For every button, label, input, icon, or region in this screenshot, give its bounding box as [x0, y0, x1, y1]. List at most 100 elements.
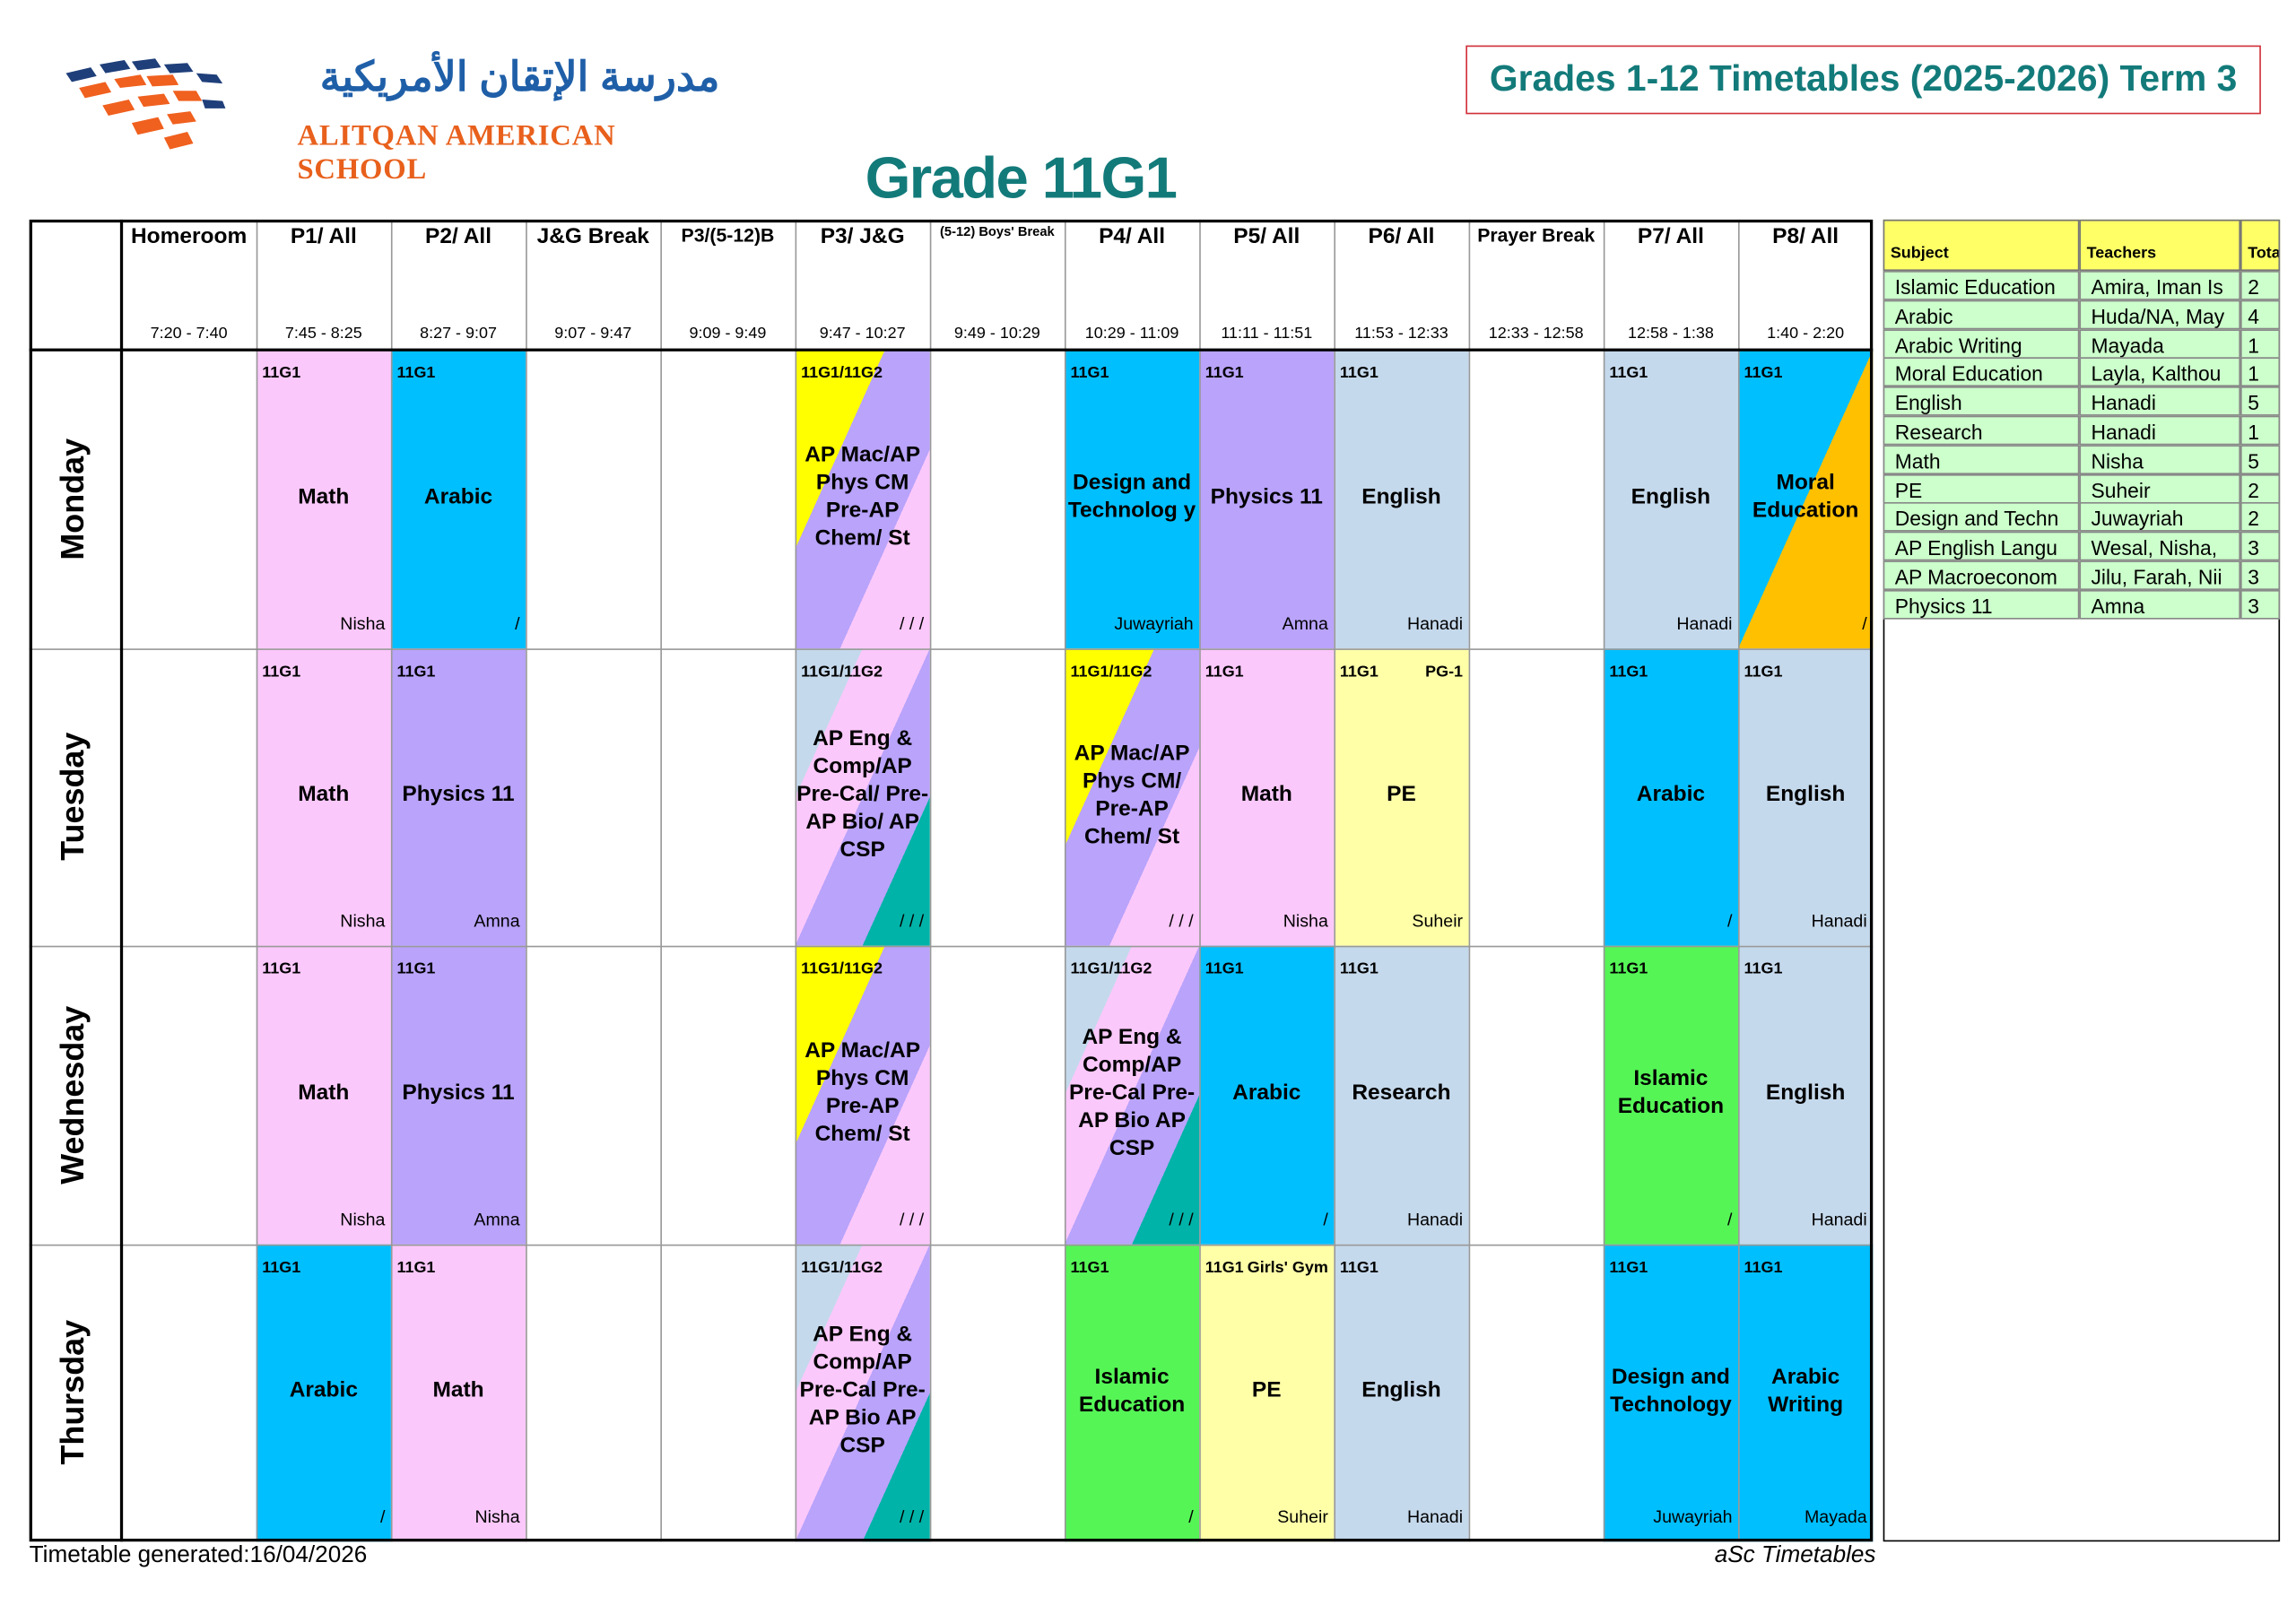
- summary-cell: 2: [2240, 271, 2281, 300]
- lesson-cell: 11G1 Islamic Education /: [1064, 1243, 1200, 1542]
- period-time: 12:33 - 12:58: [1488, 325, 1584, 343]
- summary-cell: Arabic: [1883, 299, 2080, 330]
- lesson-subject: Physics 11: [1210, 483, 1323, 509]
- lesson-cell: 11G1 Moral Education /: [1738, 350, 1874, 648]
- lesson-subject: Moral Education: [1752, 470, 1859, 523]
- lesson-cell: 11G1 English Hanadi: [1738, 647, 1874, 946]
- lesson-cell: 11G1/11G2 AP Mac/AP Phys CM Pre-AP Chem/ …: [795, 350, 930, 648]
- summary-cell: Nisha: [2079, 445, 2241, 474]
- lesson-group: 11G1: [396, 1258, 436, 1276]
- lesson-group: 11G1: [262, 960, 301, 978]
- lesson-cell: 11G1 Islamic Education /: [1603, 945, 1739, 1244]
- summary-cell: 1: [2240, 328, 2281, 359]
- lesson-teacher: / / /: [1169, 1208, 1194, 1229]
- period-time: 9:49 - 10:29: [953, 325, 1040, 343]
- lesson-subject: Math: [298, 1080, 350, 1105]
- summary-cell: Islamic Education: [1883, 271, 2080, 300]
- lesson-teacher: Amna: [474, 910, 520, 932]
- grid-line: [29, 1243, 1874, 1245]
- lesson-cell: 11G1 Arabic /: [1603, 647, 1739, 946]
- grid-line: [795, 219, 797, 1542]
- lesson-subject: Arabic: [1232, 1080, 1301, 1105]
- lesson-group: 11G1: [396, 662, 436, 681]
- lesson-teacher: / / /: [900, 612, 925, 634]
- lesson-subject: PE: [1251, 1377, 1282, 1403]
- summary-cell: 4: [2240, 299, 2281, 330]
- lesson-cell: 11G1/11G2 AP Eng & Comp/AP Pre-Cal Pre-AP…: [1064, 945, 1200, 1244]
- lesson-teacher: Amna: [474, 1208, 520, 1229]
- lesson-group: 11G1/11G2: [801, 364, 883, 383]
- school-name-english: ALITQAN AMERICAN SCHOOL: [297, 119, 616, 187]
- lesson-group: 11G1/11G2: [801, 960, 883, 978]
- grade-title: Grade 11G1: [865, 146, 1178, 212]
- lesson-group: 11G1: [1744, 364, 1783, 383]
- lesson-room: PG-1: [1425, 662, 1464, 681]
- period-time: 8:27 - 9:07: [420, 325, 497, 343]
- summary-cell: Jilu, Farah, Nii: [2079, 560, 2241, 590]
- lesson-cell: 11G1/11G2 AP Mac/AP Phys CM Pre-AP Chem/ …: [795, 945, 930, 1244]
- summary-cell: 2: [2240, 502, 2281, 533]
- lesson-subject: Arabic: [289, 1377, 358, 1403]
- summary-cell: Hanadi: [2079, 415, 2241, 446]
- lesson-subject: AP Mac/AP Phys CM Pre-AP Chem/ St: [804, 442, 921, 551]
- lesson-subject: Arabic Writing: [1768, 1363, 1844, 1417]
- lesson-subject: English: [1765, 1080, 1846, 1105]
- period-name: P5/ All: [1233, 223, 1300, 249]
- lesson-teacher: Juwayriah: [1653, 1506, 1733, 1527]
- lesson-group: 11G1: [262, 1258, 301, 1276]
- lesson-cell: 11G1 English Hanadi: [1334, 350, 1469, 648]
- lesson-group: 11G1/11G2: [801, 1258, 883, 1276]
- lesson-teacher: Hanadi: [1811, 910, 1867, 932]
- lesson-teacher: / / /: [1169, 910, 1194, 932]
- lesson-teacher: Hanadi: [1811, 1208, 1867, 1229]
- lesson-cell: 11G1 Physics 11 Amna: [1199, 350, 1335, 648]
- summary-cell: Hanadi: [2079, 386, 2241, 416]
- lesson-subject: Research: [1352, 1080, 1451, 1105]
- grid-line: [29, 348, 1874, 352]
- grid-line: [1603, 219, 1605, 1542]
- summary-cell: 2: [2240, 473, 2281, 503]
- lesson-cell: 11G1 Physics 11 Amna: [390, 647, 526, 946]
- lesson-group: 11G1: [1609, 960, 1648, 978]
- lesson-subject: PE: [1387, 781, 1416, 807]
- summary-cell: AP English Langu: [1883, 531, 2080, 561]
- grid-line: [1334, 219, 1336, 1542]
- lesson-cell: 11G1 Arabic /: [256, 1243, 391, 1542]
- lesson-subject: Islamic Education: [1617, 1065, 1725, 1119]
- lesson-group: 11G1: [1339, 364, 1378, 383]
- lesson-subject: Arabic: [1636, 781, 1706, 807]
- lesson-cell: 11G1 Arabic /: [390, 350, 526, 648]
- grid-line: [1738, 219, 1740, 1542]
- summary-cell: PE: [1883, 473, 2080, 503]
- lesson-group: 11G1: [1339, 1258, 1378, 1276]
- lesson-subject: Math: [1240, 781, 1292, 807]
- table-border: [29, 219, 1874, 1542]
- lesson-group: 11G1: [1205, 364, 1244, 383]
- lesson-group: 11G1: [1205, 1258, 1244, 1276]
- lesson-subject: Physics 11: [402, 1080, 515, 1105]
- lesson-teacher: /: [1727, 910, 1733, 932]
- lesson-cell: 11G1/11G2 AP Eng & Comp/AP Pre-Cal/ Pre-A…: [795, 647, 930, 946]
- lesson-teacher: Suheir: [1412, 910, 1464, 932]
- lesson-teacher: Hanadi: [1406, 1208, 1464, 1229]
- lesson-teacher: Mayada: [1804, 1506, 1867, 1527]
- lesson-cell: 11G1 Research Hanadi: [1334, 945, 1469, 1244]
- lesson-group: 11G1/11G2: [1070, 662, 1152, 681]
- lesson-group: 11G1: [396, 364, 436, 383]
- lesson-teacher: /: [1727, 1208, 1733, 1229]
- lesson-group: 11G1: [1070, 364, 1109, 383]
- grid-line: [929, 219, 932, 1542]
- lesson-subject: AP Mac/AP Phys CM Pre-AP Chem/ St: [804, 1037, 921, 1147]
- grid-line: [119, 219, 124, 1542]
- period-time: 7:45 - 8:25: [284, 325, 362, 343]
- lesson-teacher: Nisha: [340, 612, 386, 634]
- lesson-teacher: /: [1862, 612, 1867, 634]
- summary-cell: Layla, Kalthou: [2079, 358, 2241, 387]
- summary-cell: Moral Education: [1883, 358, 2080, 387]
- summary-cell: Suheir: [2079, 473, 2241, 503]
- lesson-teacher: / / /: [900, 1208, 925, 1229]
- period-name: P3/ J&G: [820, 223, 905, 249]
- summary-cell: Wesal, Nisha,: [2079, 531, 2241, 561]
- summary-cell: 1: [2240, 358, 2281, 387]
